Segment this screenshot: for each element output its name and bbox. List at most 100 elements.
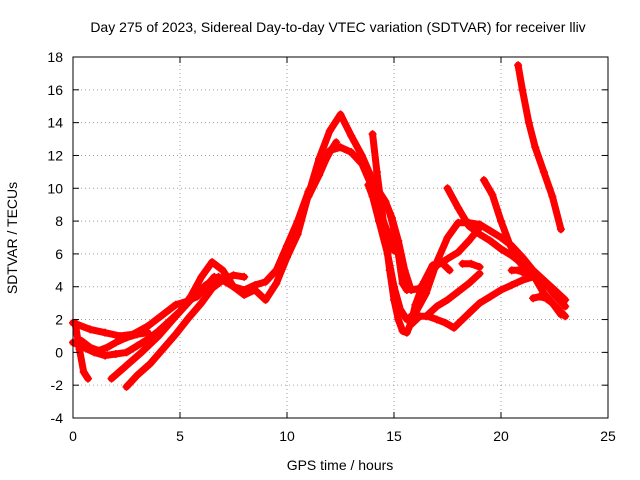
data-point xyxy=(154,331,163,340)
y-tick-label: 18 xyxy=(47,49,63,65)
y-tick-label: 16 xyxy=(47,82,63,98)
series-track-6 xyxy=(122,271,249,391)
data-point xyxy=(422,312,431,321)
data-point xyxy=(390,295,398,304)
data-point xyxy=(171,312,180,321)
data-point xyxy=(522,269,531,278)
data-point xyxy=(449,323,458,332)
data-point xyxy=(111,350,120,359)
data-point xyxy=(158,345,167,354)
series-track-11 xyxy=(385,208,411,295)
y-tick-label: 8 xyxy=(55,213,63,229)
data-point xyxy=(293,230,302,239)
data-point xyxy=(368,130,377,139)
data-point xyxy=(208,258,217,267)
data-point xyxy=(445,266,454,275)
data-point xyxy=(208,284,217,293)
data-point xyxy=(86,343,95,352)
data-point xyxy=(240,290,249,299)
chart-title: Day 275 of 2023, Sidereal Day-to-day VTE… xyxy=(90,19,585,35)
data-point xyxy=(535,292,544,301)
data-point xyxy=(101,328,110,337)
plot-frame xyxy=(72,56,609,419)
data-point xyxy=(283,253,291,262)
data-point xyxy=(561,312,570,321)
data-point xyxy=(488,190,497,199)
data-point xyxy=(347,131,356,140)
x-tick-label: 5 xyxy=(176,428,184,444)
data-point xyxy=(261,295,270,304)
data-point xyxy=(101,351,110,360)
data-point xyxy=(556,225,565,234)
data-point xyxy=(548,192,557,201)
data-point xyxy=(315,171,324,180)
data-point xyxy=(229,271,238,280)
data-point xyxy=(464,279,473,288)
data-point xyxy=(539,167,548,176)
data-point xyxy=(137,348,146,357)
data-point xyxy=(143,328,152,337)
data-point xyxy=(505,240,514,249)
data-point xyxy=(497,217,505,226)
data-point xyxy=(158,310,167,319)
data-point xyxy=(415,284,424,293)
data-point xyxy=(407,320,416,329)
y-tick-label: 0 xyxy=(55,344,63,360)
data-point xyxy=(336,143,345,152)
data-point xyxy=(475,263,484,272)
data-point xyxy=(122,361,131,370)
data-point xyxy=(541,294,550,303)
data-point xyxy=(304,192,313,201)
series-track-19 xyxy=(507,266,531,278)
series-track-18 xyxy=(529,292,570,321)
data-point xyxy=(458,259,467,268)
data-point xyxy=(122,333,131,342)
series-band xyxy=(71,319,92,383)
data-point xyxy=(94,346,103,355)
data-point xyxy=(514,61,523,70)
data-point xyxy=(432,261,441,270)
y-tick-label: 10 xyxy=(47,180,63,196)
data-point xyxy=(402,286,411,295)
data-point xyxy=(229,282,238,291)
data-point xyxy=(402,328,411,337)
data-point xyxy=(479,176,488,185)
data-point xyxy=(398,279,407,288)
data-point xyxy=(218,276,227,285)
axis-ticks xyxy=(72,56,609,419)
data-point xyxy=(467,307,476,316)
data-point xyxy=(518,267,527,276)
data-point xyxy=(486,226,495,235)
data-point xyxy=(497,286,505,295)
y-tick-label: 14 xyxy=(47,115,63,131)
data-point xyxy=(325,126,334,135)
data-point xyxy=(524,118,533,127)
data-point xyxy=(357,159,366,168)
data-point xyxy=(368,192,377,201)
data-point xyxy=(372,167,381,176)
data-point xyxy=(486,236,495,245)
y-tick-label: -4 xyxy=(51,410,64,426)
data-point xyxy=(261,277,270,286)
x-tick-labels: 0 5 10 15 20 25 xyxy=(69,428,616,444)
data-point xyxy=(197,299,206,308)
data-point xyxy=(486,292,495,301)
data-point xyxy=(86,325,95,334)
data-point xyxy=(103,343,112,352)
x-tick-label: 25 xyxy=(600,428,616,444)
data-point xyxy=(364,180,373,189)
data-point xyxy=(561,302,570,311)
data-point xyxy=(83,374,92,383)
data-point xyxy=(518,85,527,94)
data-point xyxy=(514,256,523,265)
data-point xyxy=(390,225,398,234)
data-series xyxy=(69,61,570,391)
data-point xyxy=(454,287,463,296)
data-point xyxy=(441,318,450,327)
data-point xyxy=(75,345,84,354)
data-point xyxy=(111,338,120,347)
data-point xyxy=(497,244,505,253)
data-point xyxy=(454,248,463,257)
data-point xyxy=(432,302,441,311)
